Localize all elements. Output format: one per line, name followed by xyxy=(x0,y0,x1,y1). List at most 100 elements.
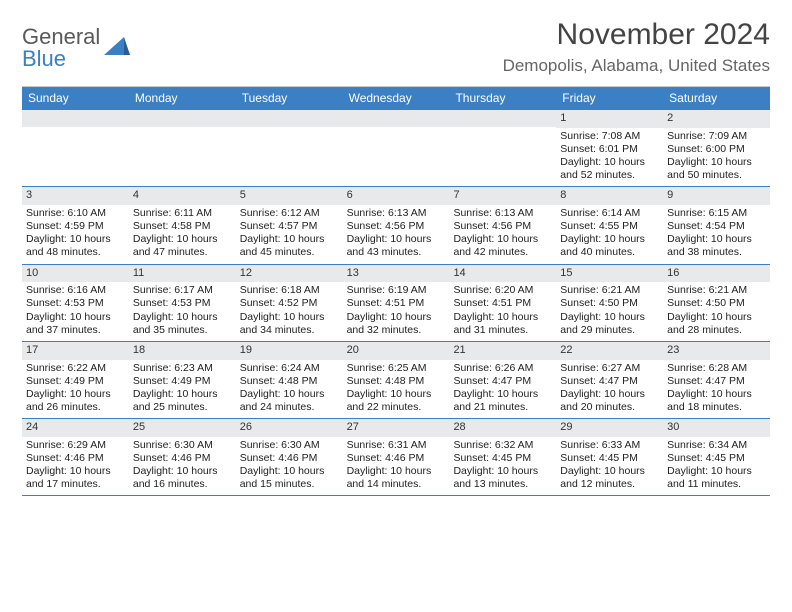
day-number: 3 xyxy=(22,187,129,205)
day-cell: 8Sunrise: 6:14 AMSunset: 4:55 PMDaylight… xyxy=(556,187,663,263)
sunrise-text: Sunrise: 6:34 AM xyxy=(667,439,766,452)
day-number: 23 xyxy=(663,342,770,360)
sunset-text: Sunset: 4:46 PM xyxy=(240,452,339,465)
daylight-text: Daylight: 10 hours and 29 minutes. xyxy=(560,311,659,337)
sunrise-text: Sunrise: 6:20 AM xyxy=(453,284,552,297)
day-number: 8 xyxy=(556,187,663,205)
sunset-text: Sunset: 4:45 PM xyxy=(667,452,766,465)
sunset-text: Sunset: 4:46 PM xyxy=(26,452,125,465)
day-number: 15 xyxy=(556,265,663,283)
sunrise-text: Sunrise: 6:21 AM xyxy=(667,284,766,297)
weekday-header: Sunday xyxy=(22,87,129,110)
sunrise-text: Sunrise: 6:19 AM xyxy=(347,284,446,297)
calendar-page: General Blue November 2024 Demopolis, Al… xyxy=(0,0,792,496)
sunset-text: Sunset: 4:46 PM xyxy=(347,452,446,465)
sunrise-text: Sunrise: 6:28 AM xyxy=(667,362,766,375)
daylight-text: Daylight: 10 hours and 15 minutes. xyxy=(240,465,339,491)
day-number: 20 xyxy=(343,342,450,360)
day-cell: 13Sunrise: 6:19 AMSunset: 4:51 PMDayligh… xyxy=(343,265,450,341)
day-number xyxy=(22,110,129,127)
sunrise-text: Sunrise: 6:27 AM xyxy=(560,362,659,375)
logo-line1: General xyxy=(22,26,100,48)
day-number: 7 xyxy=(449,187,556,205)
day-cell: 23Sunrise: 6:28 AMSunset: 4:47 PMDayligh… xyxy=(663,342,770,418)
day-number: 25 xyxy=(129,419,236,437)
day-cell: 22Sunrise: 6:27 AMSunset: 4:47 PMDayligh… xyxy=(556,342,663,418)
sunrise-text: Sunrise: 6:22 AM xyxy=(26,362,125,375)
sunrise-text: Sunrise: 6:24 AM xyxy=(240,362,339,375)
day-number: 6 xyxy=(343,187,450,205)
day-cell: 27Sunrise: 6:31 AMSunset: 4:46 PMDayligh… xyxy=(343,419,450,495)
sunrise-text: Sunrise: 6:12 AM xyxy=(240,207,339,220)
page-header: General Blue November 2024 Demopolis, Al… xyxy=(22,18,770,76)
sunrise-text: Sunrise: 6:15 AM xyxy=(667,207,766,220)
sunrise-text: Sunrise: 6:16 AM xyxy=(26,284,125,297)
day-number: 27 xyxy=(343,419,450,437)
day-cell: 28Sunrise: 6:32 AMSunset: 4:45 PMDayligh… xyxy=(449,419,556,495)
daylight-text: Daylight: 10 hours and 35 minutes. xyxy=(133,311,232,337)
day-cell: 7Sunrise: 6:13 AMSunset: 4:56 PMDaylight… xyxy=(449,187,556,263)
day-number: 2 xyxy=(663,110,770,128)
sunrise-text: Sunrise: 6:33 AM xyxy=(560,439,659,452)
daylight-text: Daylight: 10 hours and 28 minutes. xyxy=(667,311,766,337)
day-number xyxy=(343,110,450,127)
weekday-header-row: Sunday Monday Tuesday Wednesday Thursday… xyxy=(22,87,770,110)
day-cell: 18Sunrise: 6:23 AMSunset: 4:49 PMDayligh… xyxy=(129,342,236,418)
brand-logo: General Blue xyxy=(22,18,130,70)
day-cell: 16Sunrise: 6:21 AMSunset: 4:50 PMDayligh… xyxy=(663,265,770,341)
daylight-text: Daylight: 10 hours and 31 minutes. xyxy=(453,311,552,337)
daylight-text: Daylight: 10 hours and 52 minutes. xyxy=(560,156,659,182)
sunrise-text: Sunrise: 6:26 AM xyxy=(453,362,552,375)
daylight-text: Daylight: 10 hours and 47 minutes. xyxy=(133,233,232,259)
sunset-text: Sunset: 4:53 PM xyxy=(26,297,125,310)
day-number: 26 xyxy=(236,419,343,437)
sunset-text: Sunset: 4:49 PM xyxy=(26,375,125,388)
day-number: 21 xyxy=(449,342,556,360)
day-cell: 5Sunrise: 6:12 AMSunset: 4:57 PMDaylight… xyxy=(236,187,343,263)
day-number: 4 xyxy=(129,187,236,205)
daylight-text: Daylight: 10 hours and 18 minutes. xyxy=(667,388,766,414)
daylight-text: Daylight: 10 hours and 17 minutes. xyxy=(26,465,125,491)
sunrise-text: Sunrise: 6:11 AM xyxy=(133,207,232,220)
day-number: 18 xyxy=(129,342,236,360)
day-number xyxy=(129,110,236,127)
day-cell: 3Sunrise: 6:10 AMSunset: 4:59 PMDaylight… xyxy=(22,187,129,263)
sunrise-text: Sunrise: 7:09 AM xyxy=(667,130,766,143)
daylight-text: Daylight: 10 hours and 24 minutes. xyxy=(240,388,339,414)
week-row: 17Sunrise: 6:22 AMSunset: 4:49 PMDayligh… xyxy=(22,342,770,419)
day-cell: 25Sunrise: 6:30 AMSunset: 4:46 PMDayligh… xyxy=(129,419,236,495)
logo-triangle-icon xyxy=(104,37,130,59)
day-cell: 24Sunrise: 6:29 AMSunset: 4:46 PMDayligh… xyxy=(22,419,129,495)
daylight-text: Daylight: 10 hours and 38 minutes. xyxy=(667,233,766,259)
sunrise-text: Sunrise: 6:32 AM xyxy=(453,439,552,452)
day-number: 13 xyxy=(343,265,450,283)
day-cell: 4Sunrise: 6:11 AMSunset: 4:58 PMDaylight… xyxy=(129,187,236,263)
sunset-text: Sunset: 4:56 PM xyxy=(347,220,446,233)
day-number: 30 xyxy=(663,419,770,437)
week-row: 10Sunrise: 6:16 AMSunset: 4:53 PMDayligh… xyxy=(22,265,770,342)
sunrise-text: Sunrise: 6:13 AM xyxy=(453,207,552,220)
day-number: 19 xyxy=(236,342,343,360)
day-number: 11 xyxy=(129,265,236,283)
sunrise-text: Sunrise: 6:18 AM xyxy=(240,284,339,297)
day-cell: 17Sunrise: 6:22 AMSunset: 4:49 PMDayligh… xyxy=(22,342,129,418)
day-number xyxy=(449,110,556,127)
day-cell xyxy=(22,110,129,186)
day-cell: 2Sunrise: 7:09 AMSunset: 6:00 PMDaylight… xyxy=(663,110,770,186)
day-cell xyxy=(129,110,236,186)
sunrise-text: Sunrise: 6:10 AM xyxy=(26,207,125,220)
sunset-text: Sunset: 4:46 PM xyxy=(133,452,232,465)
day-number: 10 xyxy=(22,265,129,283)
daylight-text: Daylight: 10 hours and 25 minutes. xyxy=(133,388,232,414)
daylight-text: Daylight: 10 hours and 32 minutes. xyxy=(347,311,446,337)
day-cell: 14Sunrise: 6:20 AMSunset: 4:51 PMDayligh… xyxy=(449,265,556,341)
daylight-text: Daylight: 10 hours and 16 minutes. xyxy=(133,465,232,491)
day-cell: 15Sunrise: 6:21 AMSunset: 4:50 PMDayligh… xyxy=(556,265,663,341)
sunset-text: Sunset: 4:56 PM xyxy=(453,220,552,233)
sunset-text: Sunset: 4:48 PM xyxy=(240,375,339,388)
sunrise-text: Sunrise: 6:21 AM xyxy=(560,284,659,297)
daylight-text: Daylight: 10 hours and 37 minutes. xyxy=(26,311,125,337)
daylight-text: Daylight: 10 hours and 12 minutes. xyxy=(560,465,659,491)
daylight-text: Daylight: 10 hours and 48 minutes. xyxy=(26,233,125,259)
day-number: 24 xyxy=(22,419,129,437)
